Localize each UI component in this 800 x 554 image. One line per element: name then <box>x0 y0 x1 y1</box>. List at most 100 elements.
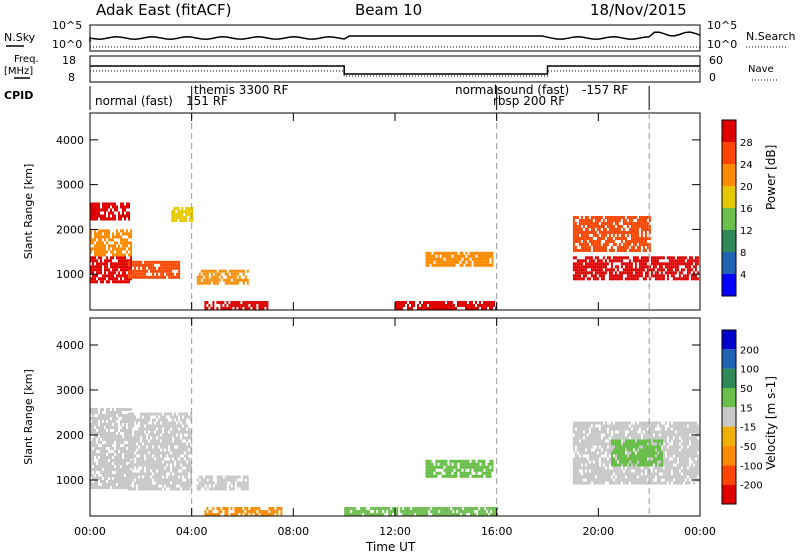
echo-cell <box>636 237 639 240</box>
echo-cell <box>672 475 675 479</box>
echo-cell <box>594 249 597 252</box>
echo-cell <box>596 466 599 470</box>
echo-cell <box>612 430 615 434</box>
echo-cell <box>180 439 183 443</box>
echo-cell <box>164 430 167 434</box>
echo-cell <box>696 439 699 443</box>
echo-cell <box>238 481 241 485</box>
echo-cell <box>456 513 459 516</box>
echo-cell <box>628 433 631 437</box>
echo-cell <box>146 269 149 273</box>
echo-cell <box>110 462 112 465</box>
echo-cell <box>186 475 189 479</box>
echo-cell <box>680 475 683 479</box>
echo-cell <box>572 445 575 449</box>
echo-cell <box>439 465 442 469</box>
echo-cell <box>670 451 673 455</box>
echo-cell <box>572 427 575 431</box>
echo-cell <box>690 457 693 461</box>
echo-cell <box>182 433 185 437</box>
echo-cell <box>624 231 627 234</box>
echo-cell <box>128 442 131 446</box>
echo-cell <box>620 271 623 275</box>
echo-cell <box>168 466 171 470</box>
echo-cell <box>652 268 655 272</box>
echo-cell <box>154 260 157 264</box>
echo-cell <box>102 450 104 453</box>
echo-cell <box>668 436 671 440</box>
echo-cell <box>110 238 112 242</box>
echo-cell <box>473 307 475 310</box>
echo-cell <box>142 454 145 458</box>
echo-cell <box>120 408 122 411</box>
echo-cell <box>598 249 601 252</box>
echo-cell <box>407 307 409 310</box>
echo-cell <box>467 465 470 469</box>
echo-cell <box>146 415 149 419</box>
echo-cell <box>92 477 94 480</box>
echo-cell <box>397 307 399 310</box>
echo-cell <box>642 268 645 272</box>
echo-cell <box>626 454 629 458</box>
echo-cell <box>170 484 173 488</box>
echo-cell <box>654 277 657 281</box>
echo-cell <box>659 448 661 452</box>
echo-cell <box>439 260 442 264</box>
echo-cell <box>112 232 114 236</box>
echo-cell <box>459 257 462 261</box>
echo-cell <box>628 216 631 219</box>
echo-cell <box>100 471 102 474</box>
echo-cell <box>182 463 185 467</box>
echo-cell <box>686 469 689 473</box>
echo-cell <box>604 240 607 243</box>
echo-cell <box>658 424 661 428</box>
echo-cell <box>258 304 261 307</box>
echo-cell <box>576 454 579 458</box>
echo-cell <box>96 468 98 471</box>
echo-cell <box>202 481 205 485</box>
echo-cell <box>627 442 629 446</box>
echo-cell <box>374 507 377 510</box>
echo-cell <box>94 453 96 456</box>
echo-cell <box>96 241 98 245</box>
echo-cell <box>94 465 96 468</box>
echo-cell <box>686 421 689 425</box>
echo-cell <box>401 304 403 307</box>
echo-cell <box>616 259 619 263</box>
echo-cell <box>90 235 92 239</box>
echo-cell <box>464 513 467 516</box>
echo-cell <box>94 435 96 438</box>
echo-cell <box>576 463 579 467</box>
echo-cell <box>186 439 189 443</box>
echo-cell <box>694 466 697 470</box>
echo-cell <box>454 513 457 516</box>
echo-cell <box>604 478 607 482</box>
echo-cell <box>692 274 695 278</box>
echo-cell <box>600 246 603 249</box>
echo-cell <box>626 466 629 470</box>
echo-cell <box>158 478 161 482</box>
echo-cell <box>643 442 645 446</box>
echo-cell <box>485 301 487 304</box>
echo-cell <box>220 304 223 307</box>
echo-cell <box>148 412 151 416</box>
echo-cell <box>272 510 275 513</box>
echo-cell <box>182 451 185 455</box>
echo-cell <box>602 445 605 449</box>
x-tick-label: 08:00 <box>277 525 309 538</box>
echo-cell <box>664 265 667 269</box>
echo-cell <box>120 456 122 459</box>
echo-cell <box>170 475 173 479</box>
echo-cell <box>158 487 161 491</box>
echo-cell <box>676 259 679 263</box>
echo-cell <box>684 481 687 485</box>
echo-cell <box>614 466 617 470</box>
echo-cell <box>132 263 135 267</box>
echo-cell <box>688 271 691 275</box>
echo-cell <box>433 468 436 472</box>
echo-cell <box>670 268 673 272</box>
echo-cell <box>425 254 428 258</box>
echo-cell <box>608 475 611 479</box>
echo-cell <box>572 262 575 266</box>
echo-cell <box>136 260 139 264</box>
